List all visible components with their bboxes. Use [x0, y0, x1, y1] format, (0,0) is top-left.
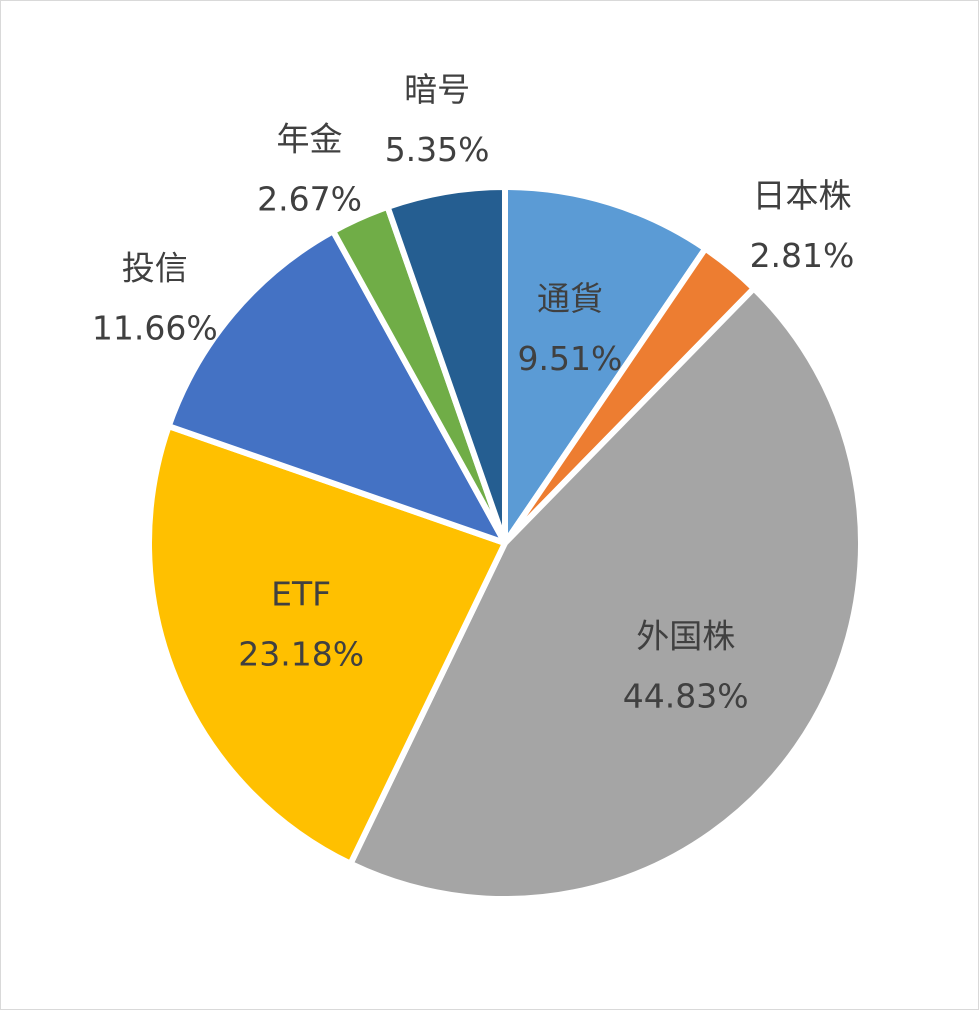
- pie-slice-3: [146, 423, 508, 867]
- slice-percent-label: 9.51%: [518, 339, 623, 378]
- slice-percent-label: 23.18%: [238, 635, 364, 674]
- slice-percent-label: 5.35%: [385, 130, 490, 169]
- slice-category-label: 日本株: [752, 176, 851, 215]
- slice-category-label: 通貨: [537, 279, 603, 318]
- slice-percent-label: 2.81%: [750, 236, 855, 275]
- pie-slice-4: [165, 228, 508, 546]
- pie-slices: [146, 184, 864, 902]
- pie-slice-2: [347, 285, 864, 902]
- slice-percent-label: 11.66%: [92, 308, 218, 347]
- pie-data-labels: 通貨 9.51% 日本株 2.81% 外国株 44.83% ETF 23.18% 投信 11.66…: [92, 70, 855, 716]
- slice-category-label: 外国株: [636, 617, 735, 656]
- slice-category-label: 暗号: [404, 70, 470, 109]
- pie-slice-6: [384, 184, 508, 546]
- slice-percent-label: 2.67%: [257, 179, 362, 218]
- slice-percent-label: 44.83%: [623, 677, 749, 716]
- pie-slice-0: [502, 184, 709, 546]
- slice-category-label: ETF: [271, 575, 331, 614]
- slice-category-label: 年金: [277, 119, 343, 158]
- slice-category-label: 投信: [122, 248, 188, 287]
